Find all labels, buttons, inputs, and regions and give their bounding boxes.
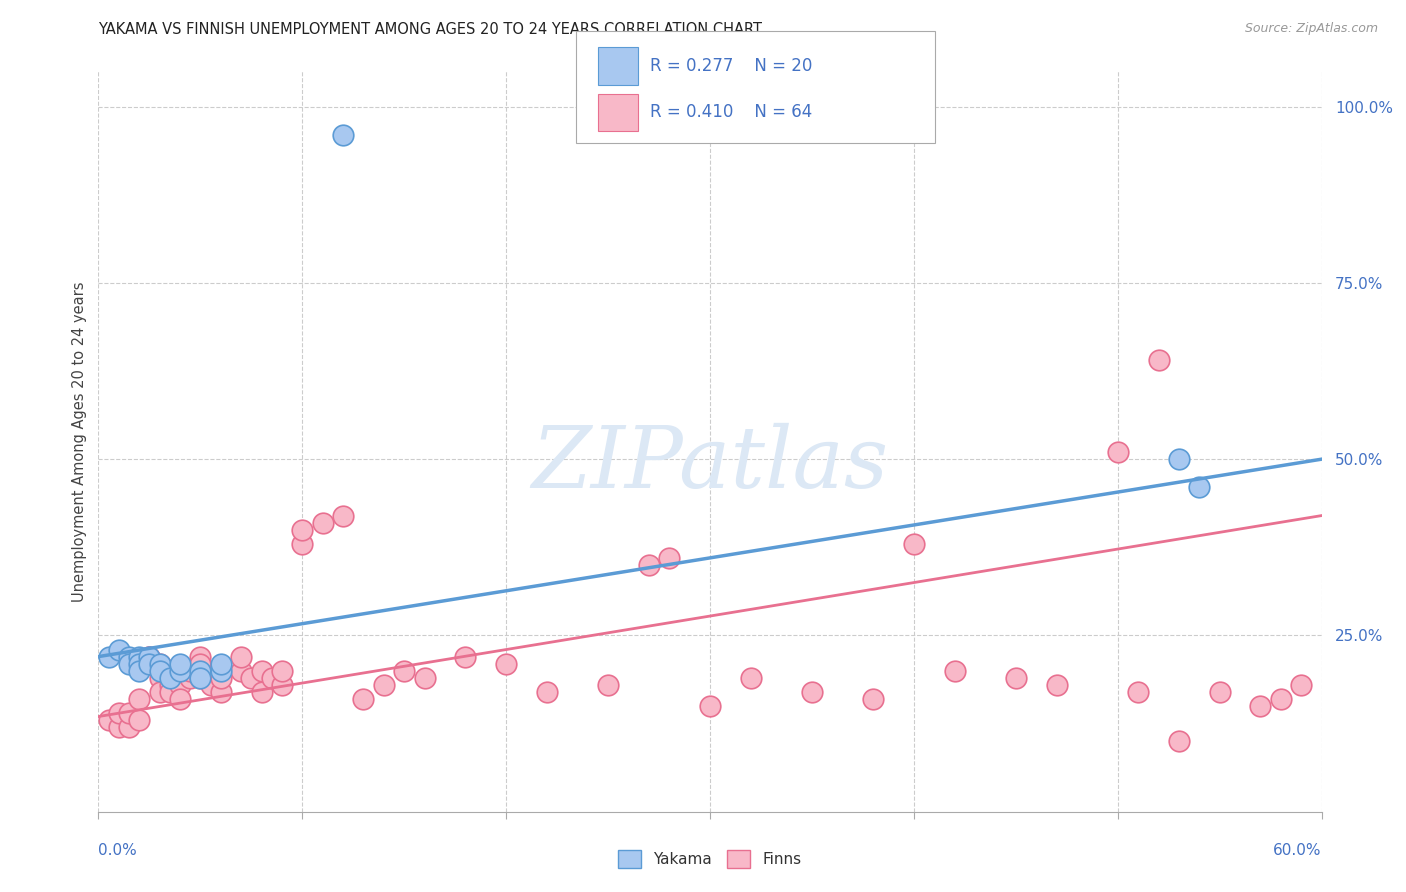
Point (332, 128, 354, 142)
Point (1209, 685, 1232, 699)
Point (637, 558, 661, 572)
Point (270, 678, 294, 692)
Text: Source: ZipAtlas.com: Source: ZipAtlas.com (1244, 22, 1378, 36)
Point (128, 692, 150, 706)
Y-axis label: Unemployment Among Ages 20 to 24 years: Unemployment Among Ages 20 to 24 years (72, 281, 87, 602)
Point (128, 649, 150, 664)
Point (128, 664, 150, 678)
Point (240, 671, 263, 685)
Point (149, 657, 172, 671)
Point (536, 685, 558, 699)
Point (128, 713, 150, 727)
Point (159, 685, 181, 699)
Point (699, 698, 721, 713)
Point (231, 649, 253, 664)
Point (188, 664, 212, 678)
Point (97, 649, 120, 664)
Point (138, 649, 160, 664)
Point (1147, 353, 1170, 368)
Point (138, 657, 160, 671)
Point (1167, 452, 1189, 467)
Point (1107, 445, 1129, 459)
Point (188, 657, 212, 671)
Point (138, 649, 160, 664)
Point (1045, 678, 1069, 692)
Point (169, 664, 191, 678)
Point (108, 720, 131, 734)
Point (209, 664, 232, 678)
Point (1128, 685, 1150, 699)
Point (658, 550, 681, 565)
Point (1004, 671, 1026, 685)
Point (291, 537, 314, 551)
Point (1291, 678, 1313, 692)
Point (159, 678, 181, 692)
Point (159, 671, 181, 685)
Text: YAKAMA VS FINNISH UNEMPLOYMENT AMONG AGES 20 TO 24 YEARS CORRELATION CHART: YAKAMA VS FINNISH UNEMPLOYMENT AMONG AGE… (98, 22, 762, 37)
Text: ZIPatlas: ZIPatlas (531, 423, 889, 505)
Point (149, 671, 172, 685)
Point (149, 664, 172, 678)
Point (801, 685, 824, 699)
Point (312, 516, 335, 530)
Point (495, 657, 517, 671)
Point (118, 706, 141, 720)
Point (108, 642, 131, 657)
Point (179, 664, 201, 678)
Point (188, 671, 212, 685)
Point (352, 692, 374, 706)
Point (1270, 692, 1292, 706)
Text: R = 0.410    N = 64: R = 0.410 N = 64 (650, 103, 811, 121)
Point (169, 692, 191, 706)
Legend: Yakama, Finns: Yakama, Finns (612, 844, 808, 874)
Point (1167, 734, 1189, 748)
Point (332, 508, 354, 523)
Point (169, 678, 191, 692)
Text: 0.0%: 0.0% (98, 843, 138, 858)
Point (138, 657, 160, 671)
Point (1188, 480, 1211, 494)
Point (200, 678, 222, 692)
Point (392, 664, 416, 678)
Point (118, 649, 141, 664)
Text: R = 0.277    N = 20: R = 0.277 N = 20 (650, 57, 811, 75)
Point (188, 649, 212, 664)
Point (138, 649, 160, 664)
Point (454, 649, 477, 664)
Point (108, 706, 131, 720)
Point (118, 720, 141, 734)
Point (862, 692, 884, 706)
Point (231, 664, 253, 678)
Point (250, 664, 273, 678)
Point (413, 671, 436, 685)
Point (598, 678, 620, 692)
Point (209, 685, 232, 699)
Point (118, 657, 141, 671)
Point (1249, 698, 1271, 713)
Point (179, 671, 201, 685)
Point (260, 671, 283, 685)
Point (169, 657, 191, 671)
Point (740, 671, 762, 685)
Point (149, 685, 172, 699)
Point (903, 537, 925, 551)
Point (188, 671, 212, 685)
Point (250, 685, 273, 699)
Point (291, 523, 314, 537)
Point (373, 678, 395, 692)
Point (128, 657, 150, 671)
Point (270, 664, 294, 678)
Text: 60.0%: 60.0% (1274, 843, 1322, 858)
Point (943, 664, 966, 678)
Point (209, 671, 232, 685)
Point (97, 713, 120, 727)
Point (149, 657, 172, 671)
Point (209, 657, 232, 671)
Point (169, 664, 191, 678)
